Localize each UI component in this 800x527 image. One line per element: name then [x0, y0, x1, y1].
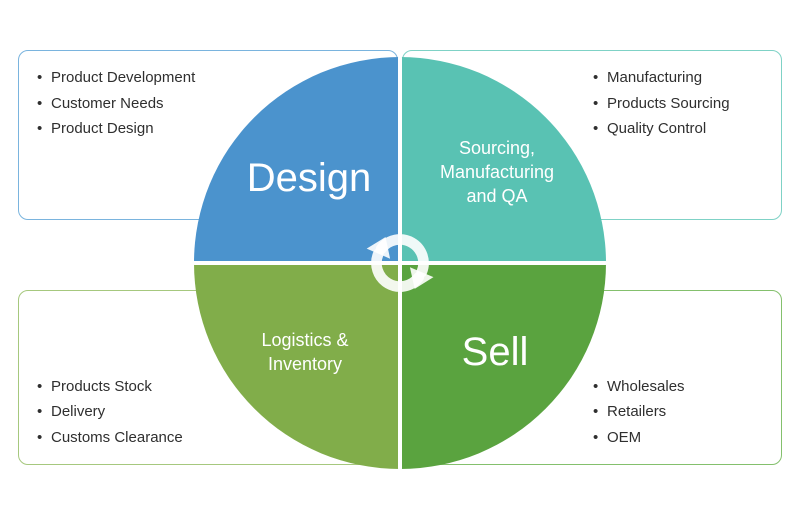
- bullet-item: Customs Clearance: [37, 425, 183, 451]
- quadrant-label-design: Design: [233, 158, 386, 198]
- quadrant-label-sell: Sell: [448, 332, 543, 372]
- cycle-arrows-icon: [352, 215, 448, 311]
- bullet-item: Products Stock: [37, 374, 183, 400]
- quadrant-label-logistics: Logistics & Inventory: [225, 328, 385, 377]
- bullets-sourcing: Manufacturing Products Sourcing Quality …: [593, 65, 763, 142]
- quadrant-label-sourcing: Sourcing, Manufacturing and QA: [412, 136, 582, 209]
- bullet-item: Product Development: [37, 65, 195, 91]
- bullet-item: Customer Needs: [37, 91, 195, 117]
- bullet-item: Product Design: [37, 116, 195, 142]
- bullet-item: Manufacturing: [593, 65, 763, 91]
- bullets-design: Product Development Customer Needs Produ…: [37, 65, 195, 142]
- bullets-sell: Wholesales Retailers OEM: [593, 374, 763, 451]
- bullet-item: Quality Control: [593, 116, 763, 142]
- bullet-item: OEM: [593, 425, 763, 451]
- bullet-item: Delivery: [37, 399, 183, 425]
- bullet-item: Wholesales: [593, 374, 763, 400]
- bullets-logistics: Products Stock Delivery Customs Clearanc…: [37, 374, 183, 451]
- bullet-item: Retailers: [593, 399, 763, 425]
- bullet-item: Products Sourcing: [593, 91, 763, 117]
